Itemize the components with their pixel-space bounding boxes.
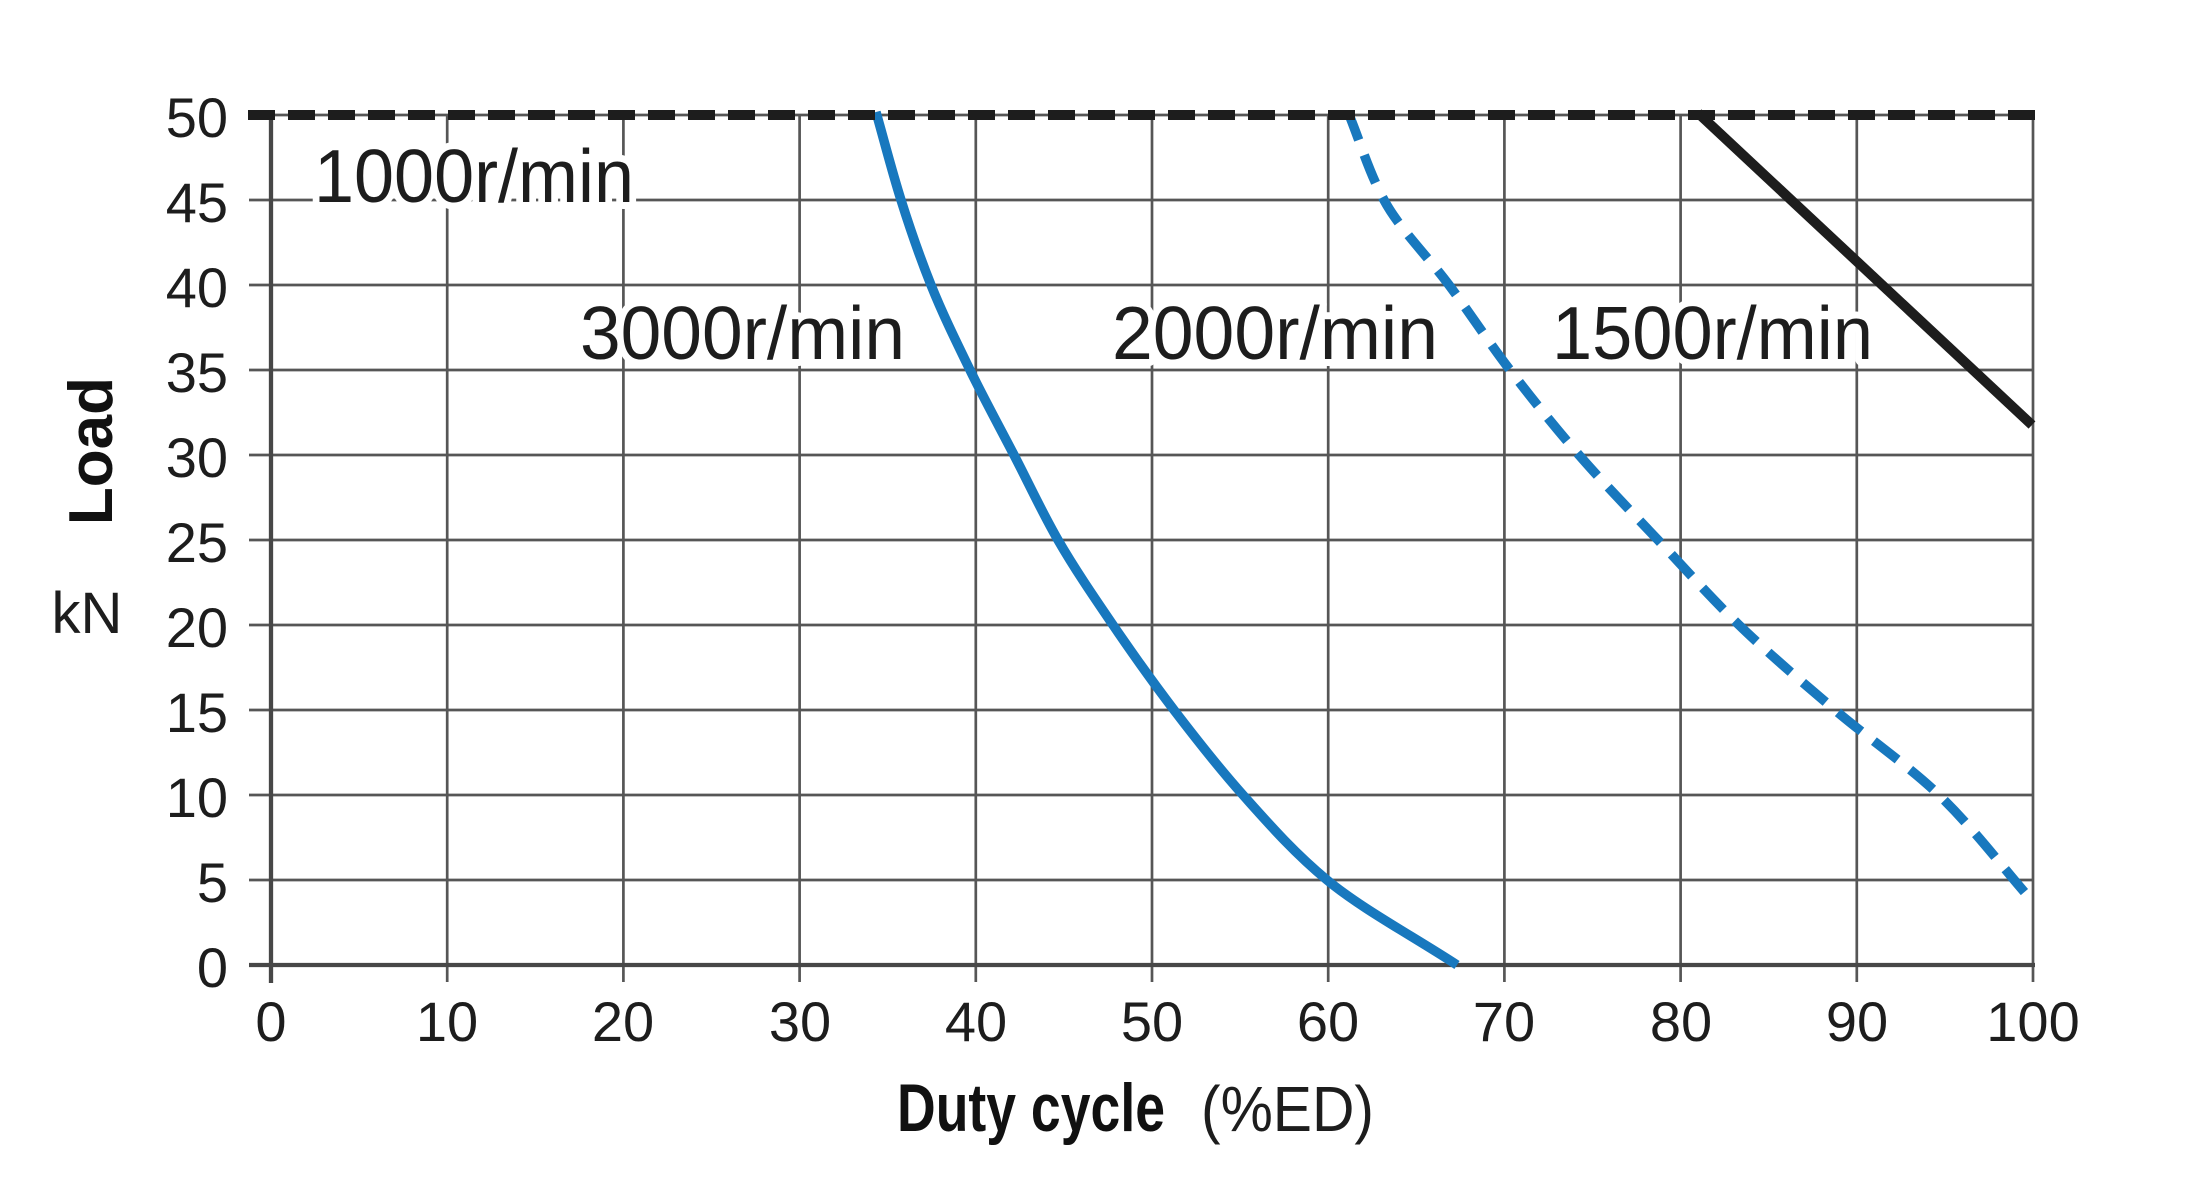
svg-text:5: 5 bbox=[197, 851, 228, 914]
svg-text:kN: kN bbox=[52, 581, 123, 646]
svg-text:1000r/min: 1000r/min bbox=[314, 134, 634, 218]
svg-text:70: 70 bbox=[1473, 990, 1535, 1053]
svg-text:50: 50 bbox=[166, 86, 228, 149]
svg-text:0: 0 bbox=[197, 936, 228, 999]
svg-text:35: 35 bbox=[166, 341, 228, 404]
svg-text:20: 20 bbox=[166, 596, 228, 659]
svg-text:2000r/min: 2000r/min bbox=[1112, 291, 1438, 375]
svg-text:60: 60 bbox=[1297, 990, 1359, 1053]
svg-text:40: 40 bbox=[166, 256, 228, 319]
svg-text:10: 10 bbox=[416, 990, 478, 1053]
svg-text:45: 45 bbox=[166, 171, 228, 234]
svg-text:40: 40 bbox=[945, 990, 1007, 1053]
svg-text:90: 90 bbox=[1826, 990, 1888, 1053]
svg-text:0: 0 bbox=[255, 990, 286, 1053]
svg-text:20: 20 bbox=[592, 990, 654, 1053]
svg-text:1500r/min: 1500r/min bbox=[1552, 291, 1873, 375]
svg-text:Load: Load bbox=[57, 377, 126, 525]
svg-text:100: 100 bbox=[1986, 990, 2079, 1053]
svg-text:80: 80 bbox=[1650, 990, 1712, 1053]
svg-text:10: 10 bbox=[166, 766, 228, 829]
svg-text:50: 50 bbox=[1121, 990, 1183, 1053]
svg-text:(%ED): (%ED) bbox=[1201, 1073, 1374, 1145]
svg-text:30: 30 bbox=[166, 426, 228, 489]
svg-text:15: 15 bbox=[166, 681, 228, 744]
svg-text:Duty cycle: Duty cycle bbox=[897, 1070, 1165, 1146]
svg-text:30: 30 bbox=[769, 990, 831, 1053]
svg-text:3000r/min: 3000r/min bbox=[580, 291, 905, 375]
svg-text:25: 25 bbox=[166, 511, 228, 574]
